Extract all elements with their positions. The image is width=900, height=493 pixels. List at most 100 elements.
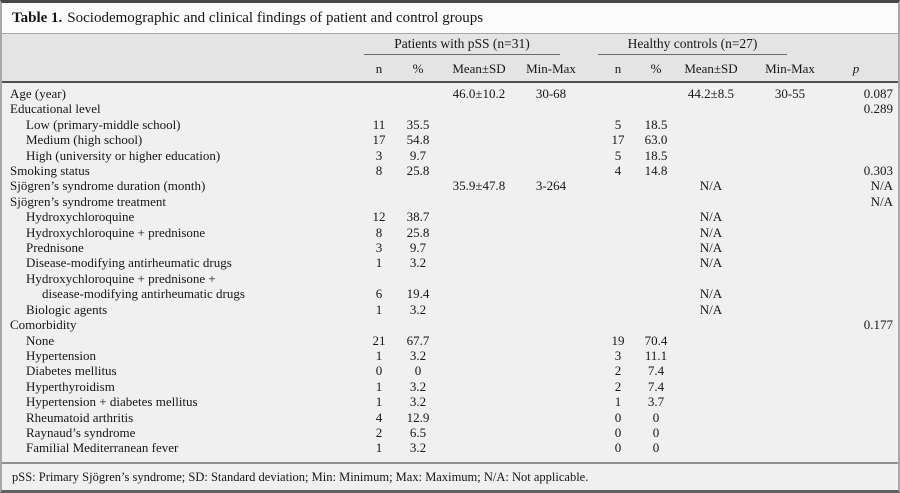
value-cell <box>674 148 748 163</box>
table-row: Disease-modifying antirheumatic drugs 1 3.… <box>2 255 898 270</box>
row-label: Raynaud’s syndrome <box>26 424 136 440</box>
value-cell: 2 <box>375 424 383 440</box>
value-cell: N/A <box>699 301 723 317</box>
value-cell: 1 <box>375 440 383 456</box>
subheader-controls-n: n <box>598 57 638 83</box>
row-label: Hypertension <box>26 347 97 363</box>
value-cell: 14.8 <box>644 163 668 179</box>
column-gap <box>582 148 598 163</box>
value-cell <box>638 225 674 240</box>
value-cell <box>360 317 398 332</box>
value-cell <box>520 425 582 440</box>
value-cell: 1 <box>375 255 383 271</box>
value-cell <box>748 302 832 317</box>
value-cell <box>520 363 582 378</box>
value-cell: 19.4 <box>406 286 430 302</box>
value-cell <box>674 132 748 147</box>
table-row: Familial Mediterranean fever 1 3.2 0 0 <box>2 440 898 455</box>
value-cell <box>520 333 582 348</box>
value-cell: 5 <box>614 147 622 163</box>
value-cell <box>398 82 438 101</box>
value-cell: 0 <box>614 440 622 456</box>
value-cell <box>598 302 638 317</box>
value-cell <box>520 271 582 286</box>
table-row: Comorbidity 0.177 <box>2 317 898 332</box>
value-cell <box>438 394 520 409</box>
value-cell <box>638 101 674 116</box>
p-value-cell <box>832 286 898 301</box>
subheader-patients-mean-sd: Mean±SD <box>438 57 520 83</box>
row-label: Disease-modifying antirheumatic drugs <box>26 255 232 271</box>
value-cell <box>598 317 638 332</box>
table-row: None 21 67.7 19 70.4 <box>2 333 898 348</box>
value-cell: 8 <box>375 163 383 179</box>
p-value-cell <box>832 132 898 147</box>
value-cell: 35.5 <box>406 116 430 132</box>
value-cell: 18.5 <box>644 147 668 163</box>
column-gap <box>582 34 598 57</box>
value-cell <box>638 255 674 270</box>
row-label: Diabetes mellitus <box>26 363 117 379</box>
value-cell: 19 <box>611 332 625 348</box>
value-cell <box>674 348 748 363</box>
row-label: Hyperthyroidism <box>26 378 115 394</box>
column-gap <box>582 101 598 116</box>
value-cell: 46.0±10.2 <box>452 86 506 101</box>
value-cell <box>520 317 582 332</box>
value-cell: 30-68 <box>535 86 567 101</box>
value-cell <box>598 286 638 301</box>
value-cell <box>674 101 748 116</box>
value-cell: 44.2±8.5 <box>687 86 735 101</box>
value-cell <box>674 194 748 209</box>
value-cell: 1 <box>375 301 383 317</box>
value-cell <box>748 333 832 348</box>
subheader-controls-pct: % <box>638 57 674 83</box>
p-value-cell <box>832 394 898 409</box>
value-cell <box>748 148 832 163</box>
group-header-patients: Patients with pSS (n=31) <box>360 34 582 57</box>
column-gap <box>582 209 598 224</box>
value-cell <box>360 101 398 116</box>
value-cell: 70.4 <box>644 332 668 348</box>
value-cell <box>748 255 832 270</box>
value-cell <box>748 348 832 363</box>
value-cell <box>438 379 520 394</box>
value-cell <box>748 209 832 224</box>
value-cell: 2 <box>614 378 622 394</box>
value-cell <box>438 101 520 116</box>
empty-corner <box>2 57 360 83</box>
row-label: Smoking status <box>10 163 90 179</box>
table-row: High (university or higher education) 3 9.… <box>2 148 898 163</box>
value-cell: 3 <box>375 147 383 163</box>
value-cell <box>674 317 748 332</box>
column-gap <box>582 57 598 83</box>
row-label: Sjögren’s syndrome duration (month) <box>10 178 206 194</box>
table-row: Rheumatoid arthritis 4 12.9 0 0 <box>2 410 898 425</box>
p-value-cell <box>832 209 898 224</box>
value-cell: 3.2 <box>409 378 427 394</box>
value-cell <box>438 440 520 455</box>
table-caption: Sociodemographic and clinical findings o… <box>67 10 484 26</box>
value-cell <box>438 225 520 240</box>
value-cell <box>638 240 674 255</box>
value-cell <box>438 317 520 332</box>
value-cell <box>748 163 832 178</box>
row-label: Hydroxychloroquine + prednisone <box>26 224 206 240</box>
value-cell: 0 <box>614 424 622 440</box>
value-cell <box>520 302 582 317</box>
value-cell: 8 <box>375 224 383 240</box>
value-cell: 9.7 <box>409 147 427 163</box>
p-value-cell: N/A <box>870 178 894 194</box>
table-row: Hypertension + diabetes mellitus 1 3.2 1 3.7 <box>2 394 898 409</box>
value-cell: 3.2 <box>409 255 427 271</box>
column-gap <box>582 132 598 147</box>
value-cell: 6 <box>375 286 383 302</box>
value-cell <box>520 286 582 301</box>
value-cell <box>598 82 638 101</box>
value-cell <box>748 271 832 286</box>
row-label: disease-modifying antirheumatic drugs <box>42 286 245 302</box>
value-cell: N/A <box>699 240 723 256</box>
value-cell <box>748 363 832 378</box>
value-cell <box>360 82 398 101</box>
value-cell <box>598 209 638 224</box>
